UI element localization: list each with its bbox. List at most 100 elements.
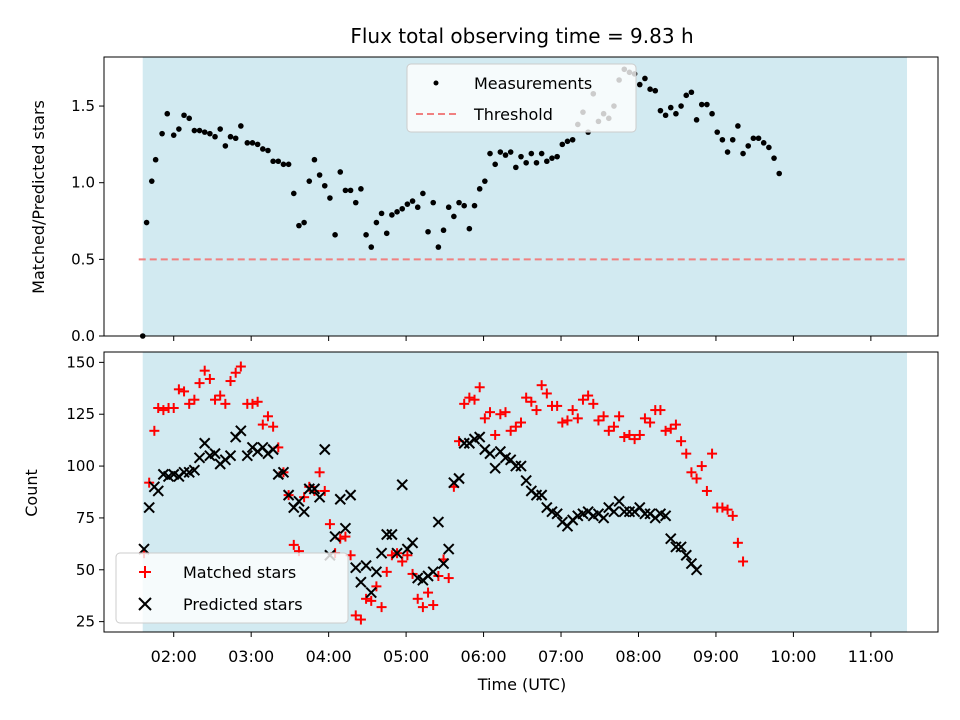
matched-star-point bbox=[722, 504, 733, 515]
matched-star-point bbox=[417, 602, 428, 613]
measurement-point bbox=[301, 219, 307, 226]
measurement-point bbox=[212, 133, 218, 140]
matched-star-point bbox=[500, 407, 511, 418]
measurement-point bbox=[456, 199, 462, 206]
matched-star-point bbox=[199, 365, 210, 376]
measurement-point bbox=[533, 159, 540, 166]
measurement-point bbox=[143, 219, 150, 226]
matched-star-point bbox=[562, 415, 573, 426]
predicted-star-mark bbox=[282, 489, 295, 501]
legend-marker-matched-stars bbox=[139, 566, 151, 578]
predicted-star-point bbox=[375, 547, 388, 559]
predicted-star-mark bbox=[551, 508, 563, 520]
predicted-star-point bbox=[623, 505, 636, 518]
measurement-point bbox=[662, 112, 669, 119]
predicted-star-mark bbox=[350, 561, 362, 574]
matched-star-point bbox=[738, 556, 749, 567]
matched-star-point bbox=[225, 376, 236, 387]
measurement-point bbox=[378, 210, 385, 217]
predicted-star-point bbox=[188, 464, 201, 476]
measurement-point bbox=[471, 202, 478, 209]
matched-star-point bbox=[215, 390, 226, 401]
measurement-point bbox=[673, 110, 679, 117]
matched-star-point bbox=[629, 434, 640, 445]
measurement-point bbox=[771, 155, 777, 161]
measurement-point bbox=[311, 156, 318, 163]
matched-star-point bbox=[324, 519, 335, 530]
measurement-point bbox=[414, 204, 421, 211]
predicted-star-point bbox=[209, 447, 221, 460]
measurement-point bbox=[461, 202, 467, 209]
top-y-axis-label: Matched/Predicted stars bbox=[29, 100, 48, 294]
predicted-star-mark bbox=[659, 510, 672, 522]
predicted-star-mark bbox=[442, 543, 455, 555]
matched-star-point bbox=[541, 388, 552, 399]
predicted-star-mark bbox=[685, 557, 698, 570]
predicted-star-mark bbox=[355, 576, 367, 588]
measurement-point bbox=[698, 101, 705, 108]
matched-star-point bbox=[262, 411, 273, 422]
predicted-star-mark bbox=[198, 437, 211, 449]
measurement-point bbox=[549, 155, 555, 161]
predicted-star-point bbox=[665, 532, 677, 545]
matched-star-point bbox=[516, 417, 526, 428]
predicted-star-point bbox=[365, 586, 377, 599]
matched-star-point bbox=[583, 390, 594, 401]
matched-star-point bbox=[634, 429, 645, 440]
predicted-star-point bbox=[298, 505, 310, 518]
measurement-point bbox=[207, 130, 213, 137]
measurement-point bbox=[750, 135, 757, 142]
predicted-star-mark bbox=[515, 460, 527, 472]
predicted-star-mark bbox=[546, 505, 558, 518]
matched-star-point bbox=[350, 610, 361, 621]
matched-star-point bbox=[235, 361, 246, 372]
matched-star-point bbox=[428, 600, 439, 611]
predicted-star-point bbox=[489, 462, 501, 474]
measurement-point bbox=[227, 133, 234, 140]
matched-star-point bbox=[552, 400, 563, 411]
predicted-star-point bbox=[432, 516, 445, 528]
measurement-point bbox=[254, 141, 261, 148]
predicted-star-mark bbox=[313, 491, 326, 503]
matched-star-point bbox=[717, 502, 728, 513]
matched-star-point bbox=[727, 510, 738, 521]
matched-star-point bbox=[371, 581, 382, 592]
measurement-point bbox=[409, 198, 416, 204]
matched-star-point bbox=[701, 485, 712, 496]
matched-star-point bbox=[361, 593, 372, 604]
predicted-star-mark bbox=[370, 566, 383, 578]
predicted-star-mark bbox=[494, 445, 507, 458]
predicted-star-mark bbox=[143, 501, 155, 514]
measurement-point bbox=[337, 169, 344, 175]
predicted-star-point bbox=[427, 566, 439, 578]
predicted-star-mark bbox=[618, 505, 630, 518]
predicted-star-mark bbox=[437, 557, 450, 570]
predicted-star-mark bbox=[241, 449, 254, 462]
measurement-point bbox=[332, 232, 338, 238]
measurement-point bbox=[709, 110, 715, 117]
legend-label-predicted-stars: Predicted stars bbox=[183, 595, 303, 614]
predicted-star-mark bbox=[623, 505, 636, 518]
predicted-star-point bbox=[241, 449, 254, 462]
measurement-point bbox=[201, 129, 208, 135]
matched-star-point bbox=[510, 421, 521, 432]
predicted-star-mark bbox=[489, 462, 501, 474]
legend-label-threshold: Threshold bbox=[473, 105, 553, 124]
measurement-point bbox=[502, 152, 509, 158]
measurement-point bbox=[389, 212, 395, 218]
predicted-star-point bbox=[659, 510, 672, 522]
measurement-point bbox=[425, 228, 431, 235]
measurement-point bbox=[290, 190, 297, 197]
matched-star-point bbox=[593, 415, 604, 426]
predicted-star-point bbox=[515, 460, 527, 472]
predicted-star-mark bbox=[293, 495, 305, 508]
measurement-point bbox=[316, 172, 323, 178]
predicted-star-point bbox=[381, 528, 393, 541]
predicted-star-point bbox=[360, 559, 372, 572]
predicted-star-point bbox=[437, 557, 450, 570]
predicted-star-point bbox=[277, 466, 290, 479]
measurement-point bbox=[420, 190, 426, 197]
predicted-star-point bbox=[308, 483, 321, 495]
predicted-star-point bbox=[690, 564, 703, 576]
measurement-point bbox=[327, 195, 333, 201]
